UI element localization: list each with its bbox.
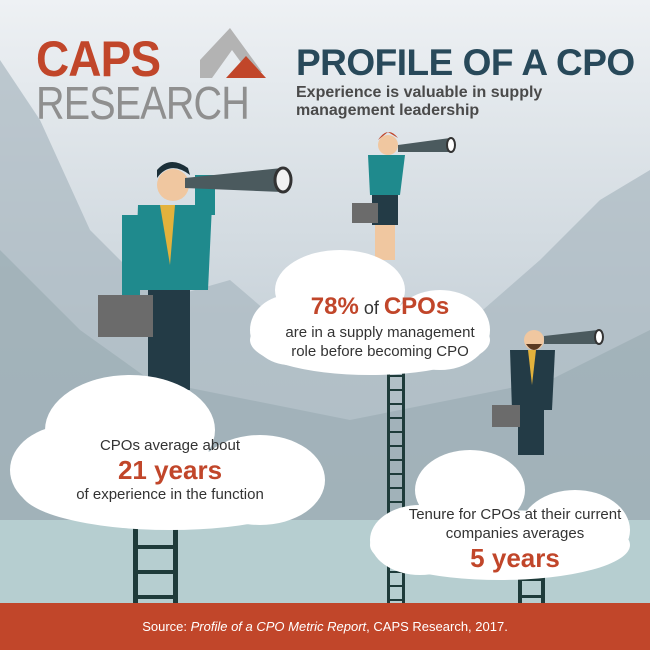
- businessman-with-telescope-illustration: [98, 161, 293, 390]
- ladder-rung: [387, 487, 405, 489]
- stat-experience: CPOs average about 21 years of experienc…: [60, 436, 280, 504]
- ladder-rung: [387, 389, 405, 391]
- stat-value: 21 years: [117, 455, 223, 485]
- page-title: PROFILE OF A CPO: [296, 42, 635, 83]
- ladder-rung: [387, 473, 405, 475]
- source-prefix: Source:: [142, 619, 191, 634]
- stat-supply-role: 78% of CPOs are in a supply management r…: [265, 292, 495, 361]
- logo-research: RESEARCH: [36, 77, 250, 129]
- businesswoman-with-telescope-illustration: [352, 131, 456, 260]
- source-report-title: Profile of a CPO Metric Report: [190, 619, 367, 634]
- ladder-rung: [387, 459, 405, 461]
- stat-value: 5 years: [470, 543, 560, 573]
- source-suffix: , CAPS Research, 2017.: [366, 619, 508, 634]
- ladder-rung: [387, 585, 405, 587]
- stat-label: CPOs average about: [99, 437, 241, 454]
- ladders: [133, 365, 545, 603]
- bearded-man-with-telescope-illustration: [492, 329, 604, 455]
- stat-connector: of: [358, 298, 384, 318]
- stat-subject: CPOs: [383, 293, 450, 320]
- ladder-rung: [387, 599, 405, 601]
- source-footer: Source: Profile of a CPO Metric Report, …: [0, 603, 650, 650]
- ladder-rung: [387, 571, 405, 573]
- ladder-rung: [387, 375, 405, 377]
- ladder-rung: [387, 501, 405, 503]
- stat-label: are in a supply management role before b…: [285, 324, 475, 360]
- page-subtitle: Experience is valuable in supply managem…: [296, 84, 543, 119]
- stat-tenure: Tenure for CPOs at their current compani…: [395, 505, 635, 573]
- clouds: [10, 250, 630, 580]
- logo-mountain-icon: [200, 28, 266, 78]
- logo-caps: CAPS: [36, 31, 161, 87]
- ladder-rung: [387, 403, 405, 405]
- ladder-rung: [387, 431, 405, 433]
- stat-label: Tenure for CPOs at their current compani…: [408, 506, 622, 542]
- ladder-rung: [387, 417, 405, 419]
- stat-label: of experience in the function: [76, 486, 264, 503]
- stat-value: 78%: [310, 293, 359, 320]
- ladder-rung: [387, 445, 405, 447]
